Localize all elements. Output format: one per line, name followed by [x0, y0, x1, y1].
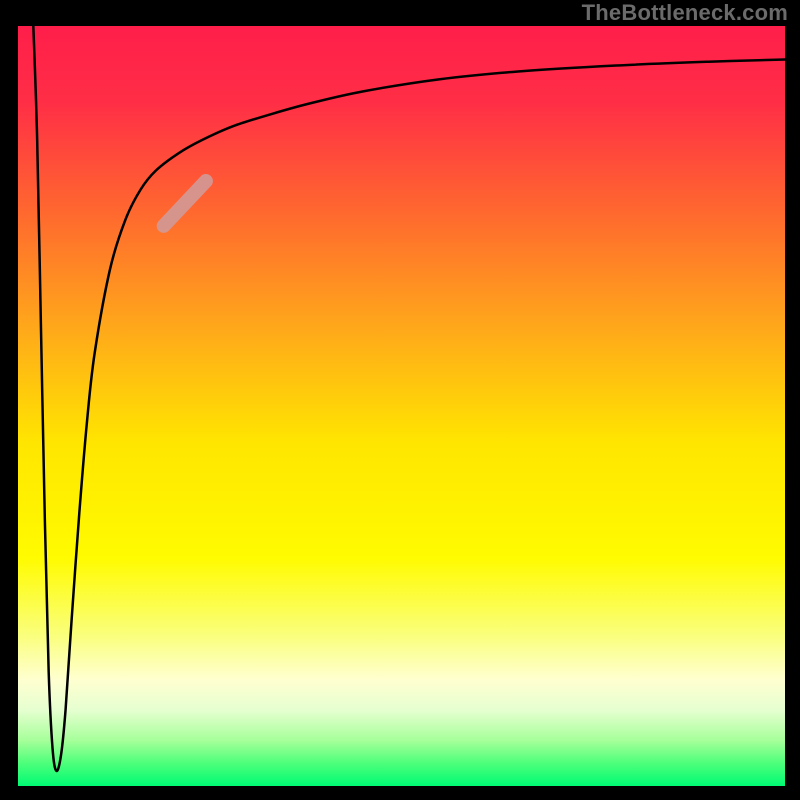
figure-frame: TheBottleneck.com [0, 0, 800, 800]
plot-svg [0, 0, 800, 800]
plot-background [18, 26, 785, 786]
